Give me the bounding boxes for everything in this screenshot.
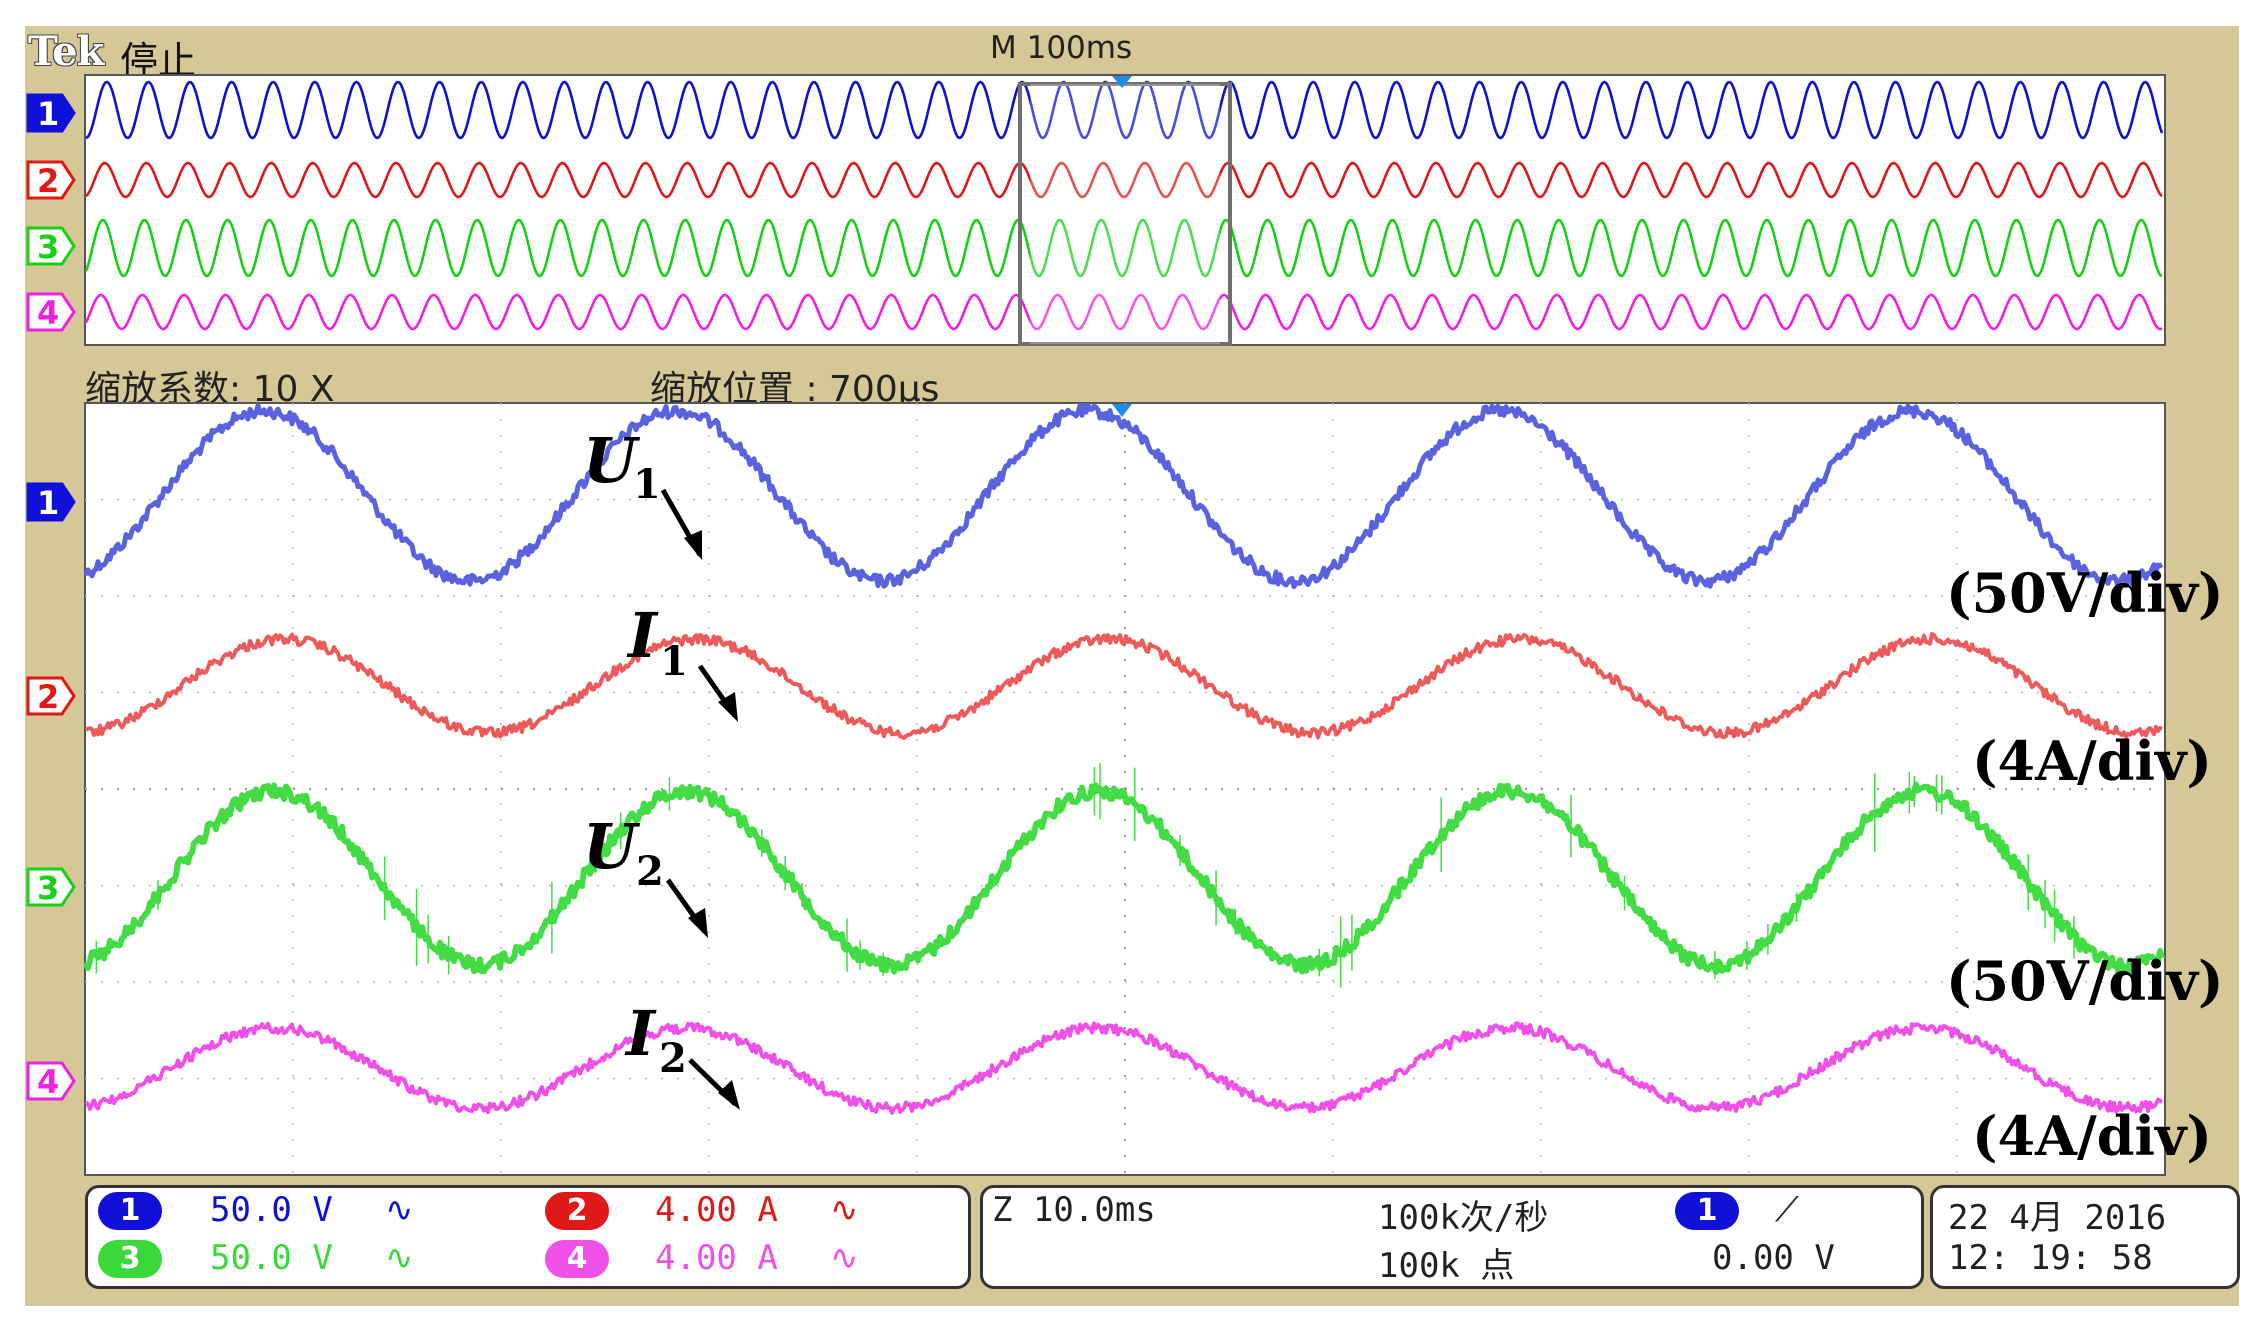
channel-3-marker[interactable]: 3: [26, 226, 76, 266]
zoom-trace-ch2: [84, 632, 2163, 740]
arrow-i1-head: [718, 692, 738, 722]
ch2-scale: 4.00 A: [655, 1190, 778, 1230]
datetime-panel: [1930, 1185, 2240, 1289]
arrow-u1-head: [684, 530, 702, 560]
ch1-scale: 50.0 V: [210, 1190, 333, 1230]
label-u2-main: U: [583, 810, 641, 883]
ch4-scale: 4.00 A: [655, 1238, 778, 1278]
label-u1-sub: 1: [633, 461, 661, 508]
overview-waveforms: [84, 80, 2164, 331]
label-i1-main: I: [626, 599, 659, 672]
channel-scales-panel: [85, 1185, 971, 1289]
label-i2-main: I: [624, 997, 657, 1070]
scale-label-u2: (50V/div): [1946, 949, 2224, 1013]
timebase-readout: M 100ms: [990, 30, 1133, 66]
ch1-badge[interactable]: 1: [98, 1192, 162, 1230]
svg-text:3: 3: [37, 869, 59, 907]
svg-text:1: 1: [37, 95, 59, 133]
channel-4-marker[interactable]: 4: [26, 292, 76, 332]
annotation-u1: U 1: [583, 424, 703, 560]
record-length-readout: 100k 点: [1378, 1246, 1515, 1286]
channel-1-marker[interactable]: 1: [26, 93, 76, 133]
ch2-coupling: ∿: [830, 1190, 859, 1230]
annotation-i1: I 1: [626, 599, 738, 722]
label-i2-sub: 2: [659, 1035, 687, 1082]
date-readout: 22 4月 2016: [1948, 1198, 2167, 1238]
ch1-coupling: ∿: [385, 1190, 414, 1230]
annotation-u2: U 2: [583, 810, 708, 938]
zoom-time-readout: Z 10.0ms: [992, 1190, 1156, 1230]
overview-trace-ch2: [85, 161, 2163, 199]
label-u2-sub: 2: [636, 848, 664, 895]
svg-text:2: 2: [37, 678, 59, 716]
arrow-i2-head: [718, 1080, 740, 1110]
overview-trace-ch1: [85, 80, 2164, 140]
channel-1-marker[interactable]: 1: [26, 482, 76, 522]
overview-trace-ch3: [84, 218, 2163, 278]
scale-label-i1: (4A/div): [1972, 729, 2212, 793]
label-u1-main: U: [583, 424, 641, 497]
overview-graticule: [84, 74, 2166, 346]
svg-text:4: 4: [37, 1063, 59, 1101]
ch4-badge[interactable]: 4: [545, 1240, 609, 1278]
zoom-trigger-marker[interactable]: [1112, 404, 1132, 417]
scale-label-u1: (50V/div): [1946, 561, 2224, 625]
time-readout: 12: 19: 58: [1948, 1238, 2153, 1278]
zoom-trace-ch1: [83, 402, 2164, 590]
scale-label-i2: (4A/div): [1972, 1104, 2212, 1168]
trigger-slope-icon: ⟋: [1775, 1190, 1799, 1230]
channel-2-marker[interactable]: 2: [26, 160, 76, 200]
brand-logo: Tek: [28, 28, 104, 75]
ch4-coupling: ∿: [830, 1238, 859, 1278]
annotation-i2: I 2: [624, 997, 740, 1110]
arrow-u2-head: [688, 908, 708, 938]
ch3-coupling: ∿: [385, 1238, 414, 1278]
label-i1-sub: 1: [660, 638, 688, 685]
zoom-trace-ch3: [83, 781, 2165, 975]
trigger-level-readout: 0.00 V: [1712, 1238, 1835, 1278]
trigger-position-marker[interactable]: [1112, 76, 1132, 88]
sample-rate-readout: 100k次/秒: [1378, 1198, 1549, 1238]
svg-text:2: 2: [37, 162, 59, 200]
acquisition-panel: [980, 1185, 1924, 1289]
ch3-scale: 50.0 V: [210, 1238, 333, 1278]
zoom-window-highlight: [1030, 84, 1220, 344]
channel-2-marker[interactable]: 2: [26, 676, 76, 716]
ch2-badge[interactable]: 2: [545, 1192, 609, 1230]
ch3-badge[interactable]: 3: [98, 1240, 162, 1278]
svg-text:3: 3: [37, 228, 59, 266]
overview-trace-ch4: [84, 293, 2163, 331]
channel-3-marker[interactable]: 3: [26, 867, 76, 907]
channel-4-marker[interactable]: 4: [26, 1061, 76, 1101]
svg-text:4: 4: [37, 294, 59, 332]
trigger-source-badge[interactable]: 1: [1675, 1192, 1739, 1230]
svg-text:1: 1: [37, 484, 59, 522]
graticule-grid: [85, 403, 2165, 1175]
zoom-waveforms: [83, 402, 2165, 1115]
zoom-trace-ch4: [84, 1021, 2164, 1115]
